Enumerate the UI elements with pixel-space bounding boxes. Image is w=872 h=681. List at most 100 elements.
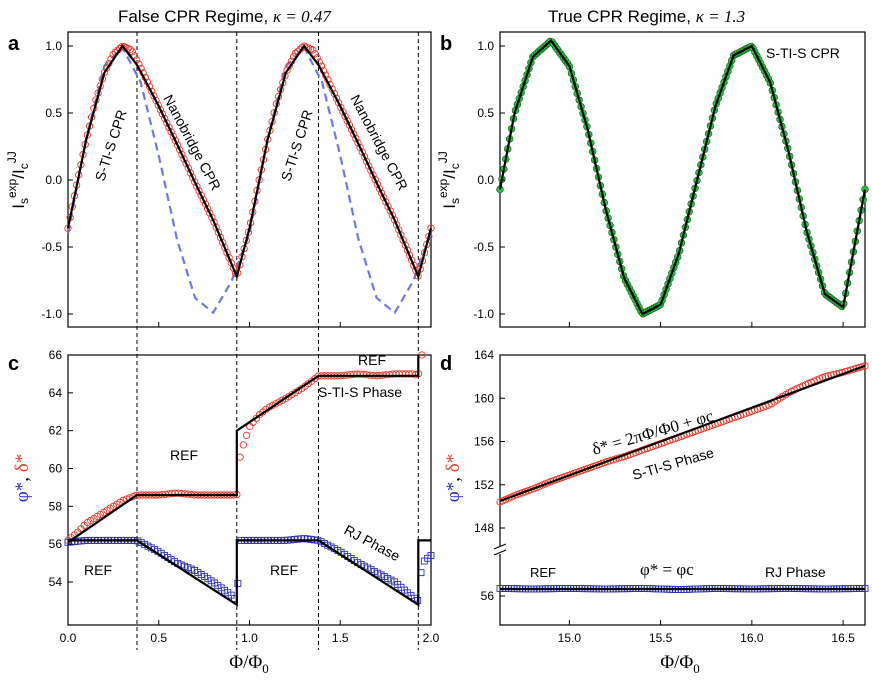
data-point-circle <box>206 209 214 217</box>
data-point-circle <box>210 218 218 226</box>
data-point-circle <box>380 193 388 202</box>
svg-text:φ*, δ*: φ*, δ* <box>12 454 33 502</box>
panel-b-frame <box>499 31 866 328</box>
data-point-circle <box>352 134 360 143</box>
data-point-circle <box>219 238 227 247</box>
data-point-circle <box>403 246 412 254</box>
data-point-circle <box>223 249 231 257</box>
annotation-b-stis: S-TI-S CPR <box>766 45 840 61</box>
data-point-circle <box>309 46 317 54</box>
data-point-circle <box>341 112 349 120</box>
ylabel-d: φ*, δ* <box>443 454 464 502</box>
y-axis-a-tick-label: 0.5 <box>45 106 62 120</box>
y-axis-d-upper-tick-label: 148 <box>474 521 494 535</box>
y-axis-a-tick-label: -0.5 <box>41 240 62 254</box>
data-point-circle <box>173 141 182 149</box>
annotation-d-equation-phi: φ* = φc <box>640 560 694 579</box>
data-point-circle <box>201 200 210 208</box>
data-point-circle <box>191 178 199 186</box>
data-point-circle <box>337 103 345 112</box>
x-axis-d-tick-label: 15.0 <box>558 631 582 645</box>
x-axis-d-tick-label: 15.5 <box>649 631 673 645</box>
data-point-circle <box>126 45 134 54</box>
data-point-circle <box>401 241 409 249</box>
data-point-circle <box>399 236 407 244</box>
ylabel-c: φ*, δ* <box>12 454 33 502</box>
y-axis-a-tick-label: -1.0 <box>41 307 62 321</box>
y-axis-d-upper-tick-label: 164 <box>474 348 494 362</box>
y-axis-b-tick-label: -0.5 <box>473 240 494 254</box>
phi-fit-line <box>68 539 431 607</box>
annotation-d-stis-phase: S-TI-S Phase <box>630 444 715 483</box>
data-point-circle <box>176 146 184 154</box>
axis-break-mark <box>493 543 507 550</box>
svg-text:Isexp/IcJJ: Isexp/IcJJ <box>436 151 462 209</box>
y-axis-c-tick-label: 58 <box>49 499 63 513</box>
y-axis-d-lower-tick-label: 56 <box>481 589 495 603</box>
data-point-circle <box>334 99 343 107</box>
data-point-circle <box>397 231 405 239</box>
y-axis-c-tick-label: 64 <box>49 386 63 400</box>
x-axis-d-tick-label: 16.5 <box>831 631 855 645</box>
data-point-circle <box>392 221 401 229</box>
panel-b-plot: -1.0 -0.5 0.0 0.5 1.0 <box>473 31 869 328</box>
annotation-a-stis-2: S-TI-S CPR <box>278 108 316 183</box>
svg-text:Isexp/IcJJ: Isexp/IcJJ <box>5 151 31 209</box>
delta-fit-line <box>499 364 866 503</box>
data-point-circle <box>118 43 126 51</box>
data-point-circle <box>395 226 403 234</box>
data-point-circle <box>156 105 165 114</box>
y-axis-b-tick-label: 0.5 <box>477 106 494 120</box>
data-point-circle <box>161 114 169 123</box>
annotation-a-stis-1: S-TI-S CPR <box>92 108 130 183</box>
ylabel-b: Isexp/IcJJ <box>436 151 462 209</box>
data-point-circle <box>360 153 369 161</box>
x-axis-c-tick-label: 2.0 <box>423 631 440 645</box>
data-point-circle <box>188 173 197 182</box>
data-point-circle <box>203 205 212 213</box>
title-right: True CPR Regime, κ = 1.3 <box>548 7 745 26</box>
data-point-circle <box>195 187 203 195</box>
data-point-circle <box>283 66 291 74</box>
data-point-circle <box>199 196 207 204</box>
x-axis-c-tick-label: 0.0 <box>60 631 77 645</box>
y-axis-b-tick-label: 1.0 <box>477 39 494 53</box>
y-axis-b-tick-label: -1.0 <box>473 307 494 321</box>
data-point-circle <box>216 233 225 242</box>
data-point-circle <box>158 110 167 118</box>
y-axis-d-upper-tick-label: 160 <box>474 391 494 405</box>
panel-c-plot: 0.0 0.5 1.0 1.5 2.0 54 56 58 60 62 64 66 <box>49 348 440 645</box>
axis-break-mark <box>493 549 507 556</box>
data-point-circle <box>375 185 384 193</box>
data-point-circle <box>332 94 341 102</box>
y-axis-d-upper-tick-label: 152 <box>474 478 494 492</box>
data-point-circle <box>311 50 319 58</box>
data-point-circle <box>350 130 358 138</box>
data-point-circle <box>186 169 195 177</box>
data-point-circle <box>356 143 364 152</box>
y-axis-b-tick-label: 0.0 <box>477 173 494 187</box>
y-axis-c-tick-label: 62 <box>49 424 63 438</box>
data-point-circle <box>212 223 220 231</box>
panel-a-plot: -1.0 -0.5 0.0 0.5 1.0 <box>41 31 435 650</box>
delta-fit-line <box>67 355 420 544</box>
panel-label-b: b <box>440 33 452 55</box>
data-point-circle <box>180 155 188 163</box>
annotation-c-stis-phase: S-TI-S Phase <box>318 384 402 400</box>
data-point-circle <box>384 202 392 211</box>
panel-a-frame <box>67 31 432 328</box>
data-point-circle <box>197 191 205 199</box>
data-point-circle <box>221 243 229 252</box>
data-point-circle <box>343 117 351 125</box>
ylabel-a: Isexp/IcJJ <box>5 151 31 209</box>
data-point-circle <box>390 216 399 224</box>
data-point-circle <box>167 128 175 136</box>
xlabel-d: Φ/Φ0 <box>660 652 700 676</box>
annotation-d-rj-phase: RJ Phase <box>765 564 826 580</box>
data-point-circle <box>358 148 366 156</box>
panel-label-c: c <box>8 353 19 375</box>
annotation-d-ref: REF <box>530 565 556 580</box>
nanobridge-cpr-dashed-line <box>66 45 433 315</box>
x-axis-c-tick-label: 1.0 <box>241 631 258 645</box>
